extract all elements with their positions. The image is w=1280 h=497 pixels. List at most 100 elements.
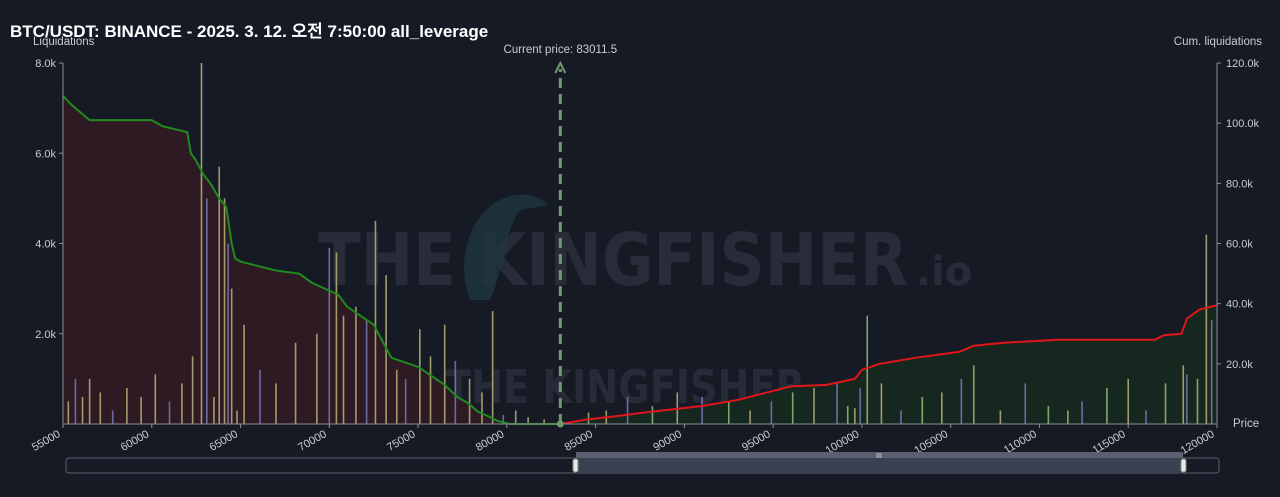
liquidation-bar xyxy=(543,419,545,424)
x-tick-label: 90000 xyxy=(651,428,683,454)
liquidation-bar xyxy=(468,378,471,424)
current-price-arrow-icon xyxy=(554,60,567,74)
x-tick-label: 75000 xyxy=(385,428,417,454)
x-tick-label: 65000 xyxy=(208,428,240,454)
liquidation-bar xyxy=(259,369,261,424)
liquidation-bar xyxy=(236,410,238,424)
liquidation-bar xyxy=(223,198,226,424)
liquidation-bar xyxy=(1067,410,1069,424)
liquidation-bar xyxy=(454,360,457,424)
liquidation-bar xyxy=(404,378,407,424)
liquidation-bar xyxy=(213,396,215,424)
liquidation-bar xyxy=(1164,383,1167,424)
y2-tick-label: 120.0k xyxy=(1226,58,1260,70)
range-slider-selection[interactable] xyxy=(576,458,1183,473)
y-axis-label: Liquidations xyxy=(33,36,95,48)
y-tick-label: 8.0k xyxy=(35,58,56,70)
liquidation-bar xyxy=(206,198,208,424)
y-tick-label: 6.0k xyxy=(35,148,56,160)
watermark-suffix: .io xyxy=(916,249,972,295)
range-slider-right-handle[interactable] xyxy=(1180,458,1187,473)
current-price-label: Current price: 83011.5 xyxy=(504,44,618,56)
liquidation-bar xyxy=(1205,234,1208,424)
short-cum-line xyxy=(560,304,1218,425)
liquidation-bar xyxy=(846,405,849,424)
range-slider-grip-label: III xyxy=(876,453,882,460)
liquidation-bar xyxy=(181,383,183,424)
liquidation-bar xyxy=(972,365,975,424)
liquidation-bar xyxy=(443,324,446,424)
short-cum-area xyxy=(560,305,1217,424)
liquidation-bar xyxy=(770,401,773,424)
liquidation-bar xyxy=(328,248,331,424)
x-tick-label: 80000 xyxy=(474,428,506,454)
liquidation-bar xyxy=(1024,383,1027,424)
watermark-large: THE KINGFISHER .io xyxy=(318,194,972,302)
liquidation-bar xyxy=(813,387,815,424)
liquidation-bar xyxy=(230,288,233,424)
liquidation-bar xyxy=(395,369,398,424)
liquidation-bar xyxy=(218,166,221,424)
liquidation-bar xyxy=(355,306,357,424)
y-tick-label: 2.0k xyxy=(35,329,56,341)
x-axis-label: Price xyxy=(1233,418,1259,430)
current-price-dot xyxy=(556,420,564,428)
liquidation-bar xyxy=(154,374,157,424)
liquidation-bar xyxy=(316,333,318,424)
liquidation-bar xyxy=(1186,374,1188,424)
range-slider-left-handle[interactable] xyxy=(572,458,579,473)
liquidation-bar xyxy=(749,410,751,424)
liquidation-bar xyxy=(921,396,924,424)
x-tick-label: 70000 xyxy=(296,428,328,454)
liquidation-bar xyxy=(168,401,171,424)
kingfisher-logo-icon xyxy=(464,194,548,300)
chart-title: BTC/USDT: BINANCE - 2025. 3. 12. 오전 7:50… xyxy=(10,22,489,41)
liquidation-bar xyxy=(335,252,338,424)
liquidation-bar xyxy=(491,311,494,424)
y2-tick-label: 40.0k xyxy=(1226,299,1253,311)
long-cum-area xyxy=(63,96,561,424)
x-tick-label: 60000 xyxy=(119,428,151,454)
watermark-text: THE KINGFISHER xyxy=(318,218,908,302)
liquidation-bar xyxy=(1145,410,1147,424)
liquidation-bar xyxy=(419,329,421,424)
liquidation-bar xyxy=(1210,320,1213,424)
liquidation-bar xyxy=(1127,378,1130,424)
liquidation-bar xyxy=(67,401,70,424)
liquidation-bar xyxy=(294,342,297,424)
liquidation-bar xyxy=(651,405,654,424)
liquidation-bar xyxy=(999,410,1002,424)
long-cum-line xyxy=(62,95,561,425)
y2-tick-label: 80.0k xyxy=(1226,178,1253,190)
liquidation-bar xyxy=(1182,365,1185,424)
liquidation-bar xyxy=(429,356,432,424)
x-tick-label: 55000 xyxy=(30,428,62,454)
liquidation-bar xyxy=(275,383,277,424)
liquidation-bar xyxy=(126,387,128,424)
liquidation-bar xyxy=(900,410,902,424)
liquidation-bar xyxy=(88,378,91,424)
liquidation-bar xyxy=(727,401,730,424)
range-slider-grip[interactable] xyxy=(576,452,1183,458)
y2-tick-label: 20.0k xyxy=(1226,359,1253,371)
y2-tick-label: 60.0k xyxy=(1226,239,1253,251)
liquidation-bar xyxy=(502,414,505,424)
x-tick-label: 95000 xyxy=(740,428,772,454)
liquidation-bar xyxy=(227,243,229,424)
liquidation-bar xyxy=(200,63,203,424)
liquidation-bar xyxy=(791,392,794,424)
liquidation-bar xyxy=(960,378,963,424)
liquidation-bar xyxy=(140,396,142,424)
liquidation-bar xyxy=(859,387,861,424)
liquidation-bar xyxy=(1106,387,1108,424)
range-slider[interactable]: III xyxy=(65,452,1220,474)
liquidation-bar xyxy=(1047,405,1050,424)
liquidation-bar xyxy=(514,410,517,424)
liquidation-bar xyxy=(99,392,102,424)
x-tick-label: 120000 xyxy=(1179,428,1217,457)
liquidation-bar xyxy=(81,396,84,424)
liquidation-bar xyxy=(836,383,838,424)
liquidation-bar xyxy=(342,315,345,424)
liquidation-bar xyxy=(866,315,869,424)
